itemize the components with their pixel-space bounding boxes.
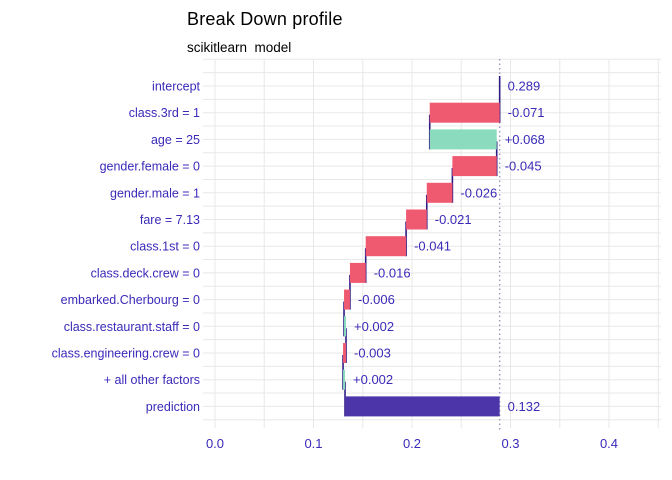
category-label: intercept: [152, 80, 200, 94]
waterfall-bar-negative: [343, 343, 347, 363]
waterfall-bar-positive: [429, 129, 497, 150]
value-label: -0.016: [374, 265, 411, 280]
waterfall-bar-negative: [406, 209, 427, 230]
x-tick-label: 0.0: [206, 436, 224, 451]
x-tick-label: 0.1: [304, 436, 322, 451]
chart-subtitle: scikitlearn model: [187, 40, 292, 55]
waterfall-bar-positive: [343, 369, 346, 390]
category-label: age = 25: [151, 133, 200, 147]
value-label: +0.002: [353, 372, 393, 387]
value-label: -0.021: [435, 212, 472, 227]
value-label: -0.003: [354, 346, 391, 361]
value-label: -0.006: [358, 292, 395, 307]
waterfall-bar-positive: [344, 316, 347, 337]
waterfall-bar-negative: [349, 262, 366, 283]
chart-title: Break Down profile: [187, 9, 343, 29]
waterfall-bar-negative: [426, 182, 453, 203]
x-tick-label: 0.3: [501, 436, 519, 451]
category-label: prediction: [146, 400, 200, 414]
x-tick-label: 0.2: [403, 436, 421, 451]
x-tick-label: 0.4: [600, 436, 618, 451]
waterfall-bar-negative: [452, 156, 497, 177]
category-label: embarked.Cherbourg = 0: [61, 293, 200, 307]
category-label: class.deck.crew = 0: [91, 266, 200, 280]
value-label: +0.002: [354, 319, 394, 334]
value-label: -0.026: [460, 185, 497, 200]
value-label: -0.045: [505, 159, 542, 174]
category-label: class.restaurant.staff = 0: [64, 320, 200, 334]
value-label: -0.071: [508, 105, 545, 120]
waterfall-bar-prediction: [345, 396, 500, 417]
category-label: fare = 7.13: [140, 213, 200, 227]
value-label: -0.041: [414, 239, 451, 254]
category-label: class.3rd = 1: [129, 106, 200, 120]
category-label: gender.male = 1: [110, 186, 200, 200]
waterfall-bar-negative: [344, 289, 350, 310]
value-label: 0.289: [508, 79, 541, 94]
category-label: + all other factors: [104, 373, 200, 387]
value-label: +0.068: [505, 132, 545, 147]
category-label: gender.female = 0: [100, 160, 200, 174]
waterfall-bar-negative: [365, 236, 407, 257]
category-label: class.engineering.crew = 0: [52, 347, 200, 361]
value-label: 0.132: [508, 399, 541, 414]
waterfall-bar-negative: [429, 102, 500, 123]
category-label: class.1st = 0: [130, 240, 200, 254]
